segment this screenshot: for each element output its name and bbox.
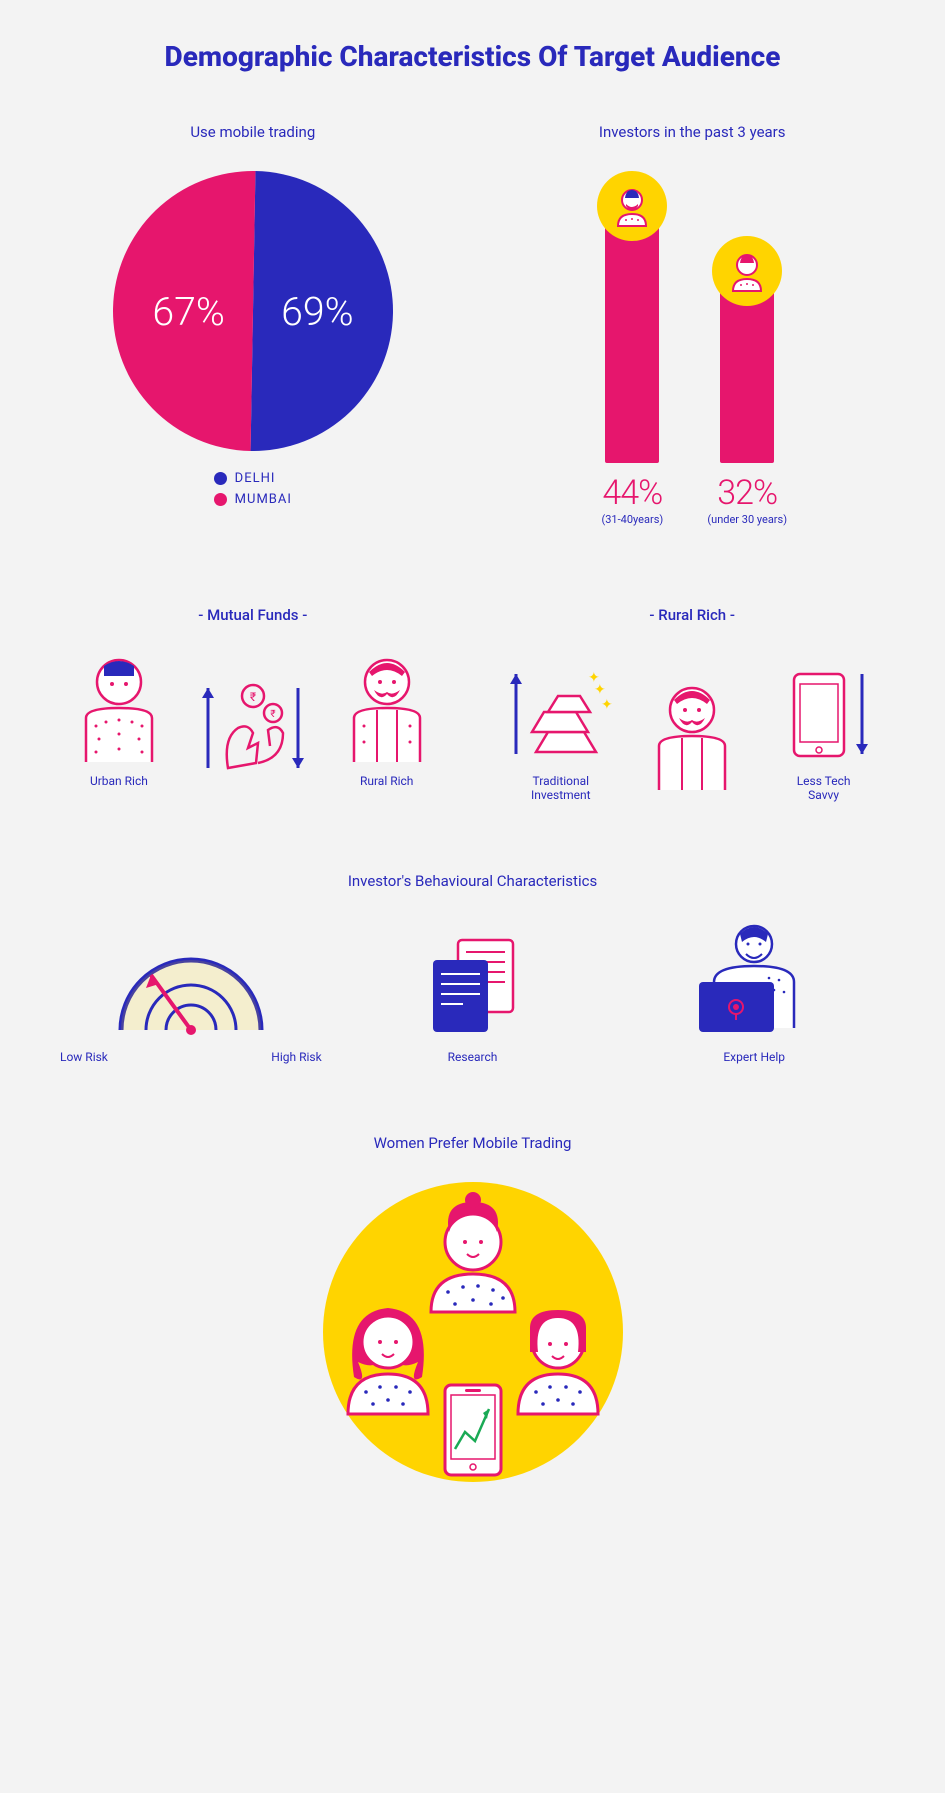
expert-help: Expert Help [613,920,895,1064]
svg-text:✦: ✦ [601,697,613,713]
hands-icon-wrap: ₹ ₹ [198,668,308,788]
legend-dot-mumbai [214,493,227,506]
mutual-title: - Mutual Funds - [50,606,456,624]
women-illustration [323,1182,623,1482]
traditional-label: Traditional Investment [489,774,632,802]
person-icon [610,184,654,228]
gauge-icon [106,940,276,1040]
documents-icon [413,930,533,1040]
expert-icon [684,920,824,1040]
research-label: Research [332,1050,614,1064]
pie-chart: 67% 69% [113,171,393,451]
women-circle [323,1182,623,1482]
less-tech-label: Less Tech Savvy [752,774,895,802]
rural-person-icon [647,682,737,792]
legend-label-mumbai: MUMBAI [235,492,292,507]
rural-rich-panel: - Rural Rich - ✦✦✦ Traditional Investmen… [489,606,895,802]
investors-panel: Investors in the past 3 years 44% (31-40… [489,123,895,526]
legend-mumbai: MUMBAI [214,492,292,507]
rural-rich-label: Rural Rich [318,774,456,788]
urban-rich: Urban Rich [50,654,188,788]
bar-pct-0: 44% [597,473,667,513]
legend-delhi: DELHI [214,471,292,486]
high-risk-label: High Risk [271,1050,321,1064]
avatar-badge-1 [712,236,782,306]
page-title: Demographic Characteristics Of Target Au… [50,40,895,73]
pie-pct-delhi: 69% [281,289,353,335]
women-title: Women Prefer Mobile Trading [50,1134,895,1152]
rural-person [642,682,742,802]
behaviour-panel: Investor's Behavioural Characteristics L… [50,872,895,1064]
legend-dot-delhi [214,472,227,485]
bar-1 [720,288,774,463]
traditional-investment: ✦✦✦ Traditional Investment [489,654,632,802]
mutual-funds-panel: - Mutual Funds - Urban Rich [50,606,456,802]
gold-bars-icon: ✦✦✦ [506,654,616,764]
svg-text:₹: ₹ [250,690,256,704]
bar-col-1: 32% (under 30 years) [707,236,787,526]
bar-note-0: (31-40years) [597,513,667,526]
pie-pct-mumbai: 67% [152,289,224,335]
bars-title: Investors in the past 3 years [489,123,895,141]
bar-0 [605,223,659,463]
rural-rich-icon [342,654,432,764]
rural-rich: Rural Rich [318,654,456,788]
risk-gauge: Low Risk High Risk [50,940,332,1064]
bar-col-0: 44% (31-40years) [597,171,667,526]
urban-rich-icon [74,654,164,764]
legend-label-delhi: DELHI [235,471,276,486]
phone-down-icon [774,654,874,764]
less-tech-savvy: Less Tech Savvy [752,654,895,802]
person-icon [725,249,769,293]
pie-legend: DELHI MUMBAI [214,471,292,513]
mobile-trading-panel: Use mobile trading 67% 69% DELHI MUMBAI [50,123,456,526]
svg-text:✦: ✦ [588,670,600,686]
research: Research [332,930,614,1064]
bar-note-1: (under 30 years) [707,513,787,526]
pie-title: Use mobile trading [50,123,456,141]
behave-title: Investor's Behavioural Characteristics [50,872,895,890]
avatar-badge-0 [597,171,667,241]
urban-rich-label: Urban Rich [50,774,188,788]
bar-pct-1: 32% [707,473,787,513]
hands-coins-icon: ₹ ₹ [198,668,308,778]
women-panel: Women Prefer Mobile Trading [50,1134,895,1482]
expert-label: Expert Help [613,1050,895,1064]
rural-title: - Rural Rich - [489,606,895,624]
svg-text:₹: ₹ [270,709,275,720]
low-risk-label: Low Risk [60,1050,108,1064]
